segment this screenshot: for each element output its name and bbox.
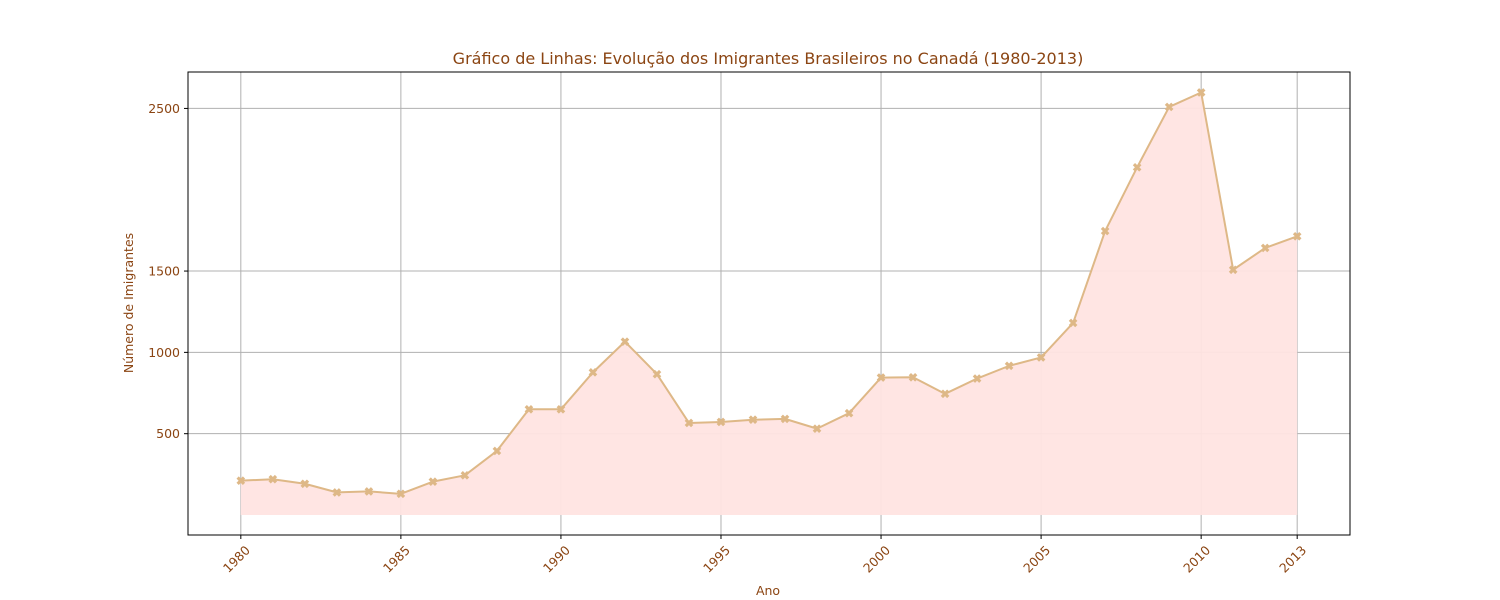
area-fill-layer bbox=[240, 92, 1298, 515]
data-point-marker bbox=[1164, 102, 1174, 112]
x-axis-ticks: 1980 1985 1990 1995 2000 2005 2010 2013 bbox=[220, 535, 1309, 576]
x-tick-label: 1995 bbox=[700, 543, 733, 576]
data-point-marker bbox=[1132, 162, 1142, 172]
data-point-marker bbox=[876, 373, 886, 382]
data-point-marker bbox=[524, 404, 534, 414]
data-point-marker bbox=[428, 477, 438, 486]
x-axis-label: Ano bbox=[756, 583, 780, 598]
data-point-marker bbox=[684, 418, 694, 428]
data-point-marker bbox=[1036, 353, 1046, 362]
data-point-marker bbox=[844, 408, 854, 418]
y-tick-label: 1000 bbox=[148, 345, 180, 360]
data-point-marker bbox=[1068, 318, 1078, 328]
marker-layer bbox=[236, 88, 1302, 499]
plot-frame bbox=[187, 71, 1351, 536]
data-point-marker bbox=[268, 474, 278, 484]
y-tick-label: 1500 bbox=[148, 264, 180, 279]
data-point-marker bbox=[940, 389, 950, 399]
data-point-marker bbox=[716, 417, 726, 427]
data-point-marker bbox=[1228, 265, 1238, 275]
data-point-marker bbox=[780, 414, 790, 424]
data-point-marker bbox=[332, 488, 342, 497]
data-point-marker bbox=[972, 374, 982, 383]
data-point-marker bbox=[1196, 88, 1206, 97]
data-point-marker bbox=[556, 404, 566, 414]
x-tick-label: 2010 bbox=[1180, 542, 1213, 575]
x-tick-label: 1980 bbox=[220, 542, 253, 575]
data-point-marker bbox=[652, 369, 662, 379]
chart-title: Gráfico de Linhas: Evolução dos Imigrant… bbox=[453, 49, 1084, 68]
data-point-marker bbox=[364, 487, 374, 496]
x-tick-label: 2013 bbox=[1276, 543, 1309, 576]
data-point-marker bbox=[460, 471, 470, 480]
data-point-marker bbox=[588, 368, 598, 377]
y-axis-ticks: 500 1000 1500 2500 bbox=[148, 101, 188, 441]
data-point-marker bbox=[1100, 226, 1110, 236]
y-axis-label: Número de Imigrantes bbox=[121, 233, 136, 373]
data-point-marker bbox=[748, 415, 758, 425]
x-tick-label: 1990 bbox=[540, 542, 573, 575]
data-point-marker bbox=[908, 372, 918, 382]
data-point-marker bbox=[1004, 361, 1014, 371]
data-point-marker bbox=[300, 479, 310, 489]
data-point-marker bbox=[236, 476, 246, 485]
data-point-marker bbox=[396, 489, 406, 499]
x-tick-label: 2000 bbox=[860, 542, 893, 575]
data-point-marker bbox=[492, 446, 502, 456]
data-point-marker bbox=[1292, 231, 1302, 241]
y-tick-label: 500 bbox=[156, 426, 180, 441]
x-tick-label: 2005 bbox=[1020, 543, 1053, 576]
data-point-marker bbox=[1260, 243, 1270, 253]
area-fill bbox=[240, 92, 1298, 515]
series-line bbox=[240, 91, 1298, 495]
y-tick-label: 2500 bbox=[148, 101, 180, 116]
data-point-marker bbox=[620, 337, 630, 346]
x-tick-label: 1985 bbox=[380, 543, 413, 576]
data-point-marker bbox=[812, 424, 822, 433]
series-line-layer bbox=[240, 91, 1298, 495]
